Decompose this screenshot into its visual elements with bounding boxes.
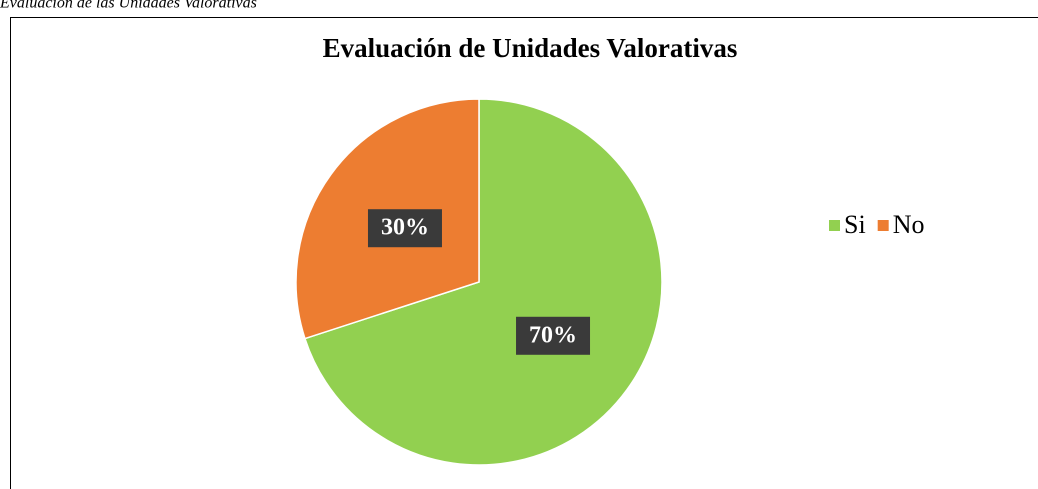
legend-label: Si — [844, 210, 866, 239]
legend-label: No — [893, 210, 925, 239]
data-label: 30% — [381, 215, 429, 241]
legend: Si No — [829, 210, 924, 239]
caption: Evaluación de las Unidades Valorativas — [0, 0, 257, 12]
legend-swatch — [877, 220, 889, 231]
data-label: 70% — [529, 322, 577, 348]
legend-swatch — [829, 220, 840, 231]
pie: 70% 30% — [295, 98, 663, 466]
chart-title: Evaluación de Unidades Valorativas — [323, 33, 738, 63]
data-label-box — [367, 209, 442, 248]
pie-slice — [304, 98, 663, 466]
data-label-box — [516, 316, 591, 355]
